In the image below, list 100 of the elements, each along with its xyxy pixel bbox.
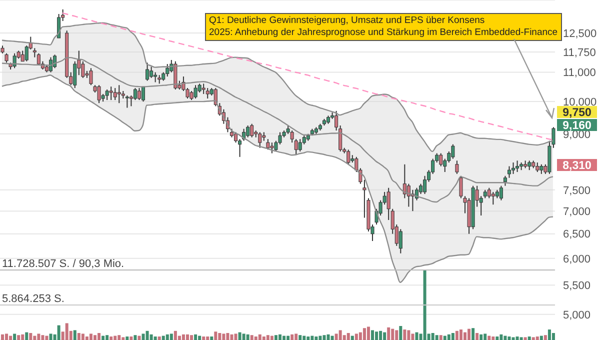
bar: [94, 335, 96, 340]
bar: [379, 330, 382, 340]
bar: [45, 336, 48, 340]
bar: [174, 330, 177, 340]
candlestick: [89, 68, 93, 86]
bar: [138, 336, 141, 340]
bar: [250, 335, 254, 340]
annotation: Q1: Deutliche Gewinnsteigerung, Umsatz und EPS über Konsens 2025: Anhebung der Jahresprognose und Stärkung im Bereich Embedded-Finance: [209, 15, 558, 39]
bar: [202, 336, 206, 340]
bar: [122, 337, 125, 340]
bar: [544, 335, 547, 340]
bar: [102, 336, 105, 340]
candlestick: [206, 88, 210, 100]
bar: [455, 330, 458, 340]
candlestick: [146, 62, 150, 82]
bar: [89, 334, 92, 340]
bar: [162, 336, 165, 340]
candlestick: [423, 175, 427, 195]
bar: [435, 335, 438, 340]
candlestick: [499, 185, 503, 201]
bar: [310, 336, 314, 340]
bar: [49, 334, 52, 340]
bar: [258, 334, 262, 340]
candlestick: [109, 86, 113, 101]
candlestick: [528, 160, 532, 171]
bar: [314, 336, 318, 340]
bar: [106, 335, 109, 340]
bar: [274, 335, 278, 340]
candlestick: [507, 166, 511, 178]
bar: [290, 334, 294, 340]
bar: [142, 334, 145, 340]
candlestick: [536, 162, 540, 172]
bar: [423, 270, 426, 340]
candlestick: [346, 149, 350, 165]
candlestick: [49, 56, 53, 73]
bar: [25, 332, 28, 340]
bar: [57, 325, 60, 340]
y-tick-label: 10,000: [563, 96, 597, 108]
bar: [322, 335, 326, 340]
bar: [298, 335, 302, 340]
bar: [358, 332, 362, 340]
bar: [520, 337, 523, 340]
bar: [294, 334, 298, 340]
bar: [33, 336, 36, 340]
bar: [85, 336, 88, 340]
bar: [65, 323, 68, 340]
bar: [21, 334, 24, 340]
candlestick: [246, 124, 250, 138]
bar: [110, 336, 113, 340]
candlestick: [150, 66, 154, 78]
bar: [17, 335, 20, 340]
bar: [464, 332, 466, 340]
candlestick: [142, 86, 146, 102]
bar: [266, 335, 270, 340]
candlestick: [36, 52, 40, 66]
bar: [415, 332, 418, 340]
bar: [206, 336, 210, 340]
bar: [532, 337, 535, 340]
bar: [238, 332, 242, 340]
bar: [552, 333, 555, 340]
text: 9,750: [562, 107, 592, 119]
candlestick: [250, 123, 254, 138]
candlestick: [113, 88, 117, 101]
candlestick: [214, 88, 218, 107]
bar: [302, 336, 306, 340]
bar: [306, 336, 310, 340]
bar: [234, 334, 238, 340]
bar: [214, 332, 218, 340]
bar: [73, 330, 76, 340]
candlestick: [455, 160, 459, 174]
bar: [387, 327, 390, 340]
bar: [472, 328, 475, 340]
bar: [29, 333, 32, 340]
bar: [262, 336, 266, 340]
bar: [411, 334, 414, 340]
bar: [98, 333, 101, 340]
candlestick: [540, 164, 544, 174]
bar: [318, 336, 322, 340]
candlestick: [439, 152, 443, 167]
candlestick: [166, 64, 170, 78]
candlestick: [125, 94, 129, 108]
candlestick: [133, 88, 137, 101]
bar: [230, 334, 234, 340]
bar: [383, 332, 386, 340]
bar: [282, 336, 286, 340]
ref-line-label: 5.864.253 S.: [2, 293, 64, 305]
bar: [218, 333, 222, 340]
candlestick: [451, 144, 455, 160]
bar: [391, 328, 394, 340]
bar: [270, 336, 274, 340]
candlestick: [194, 84, 198, 100]
bar: [13, 334, 16, 340]
bar: [118, 335, 121, 340]
bar: [375, 332, 378, 340]
bar: [330, 336, 334, 340]
candlestick: [73, 60, 77, 89]
bar: [338, 330, 342, 340]
bar: [190, 335, 194, 340]
candlestick: [4, 52, 8, 64]
candlestick: [117, 84, 121, 104]
